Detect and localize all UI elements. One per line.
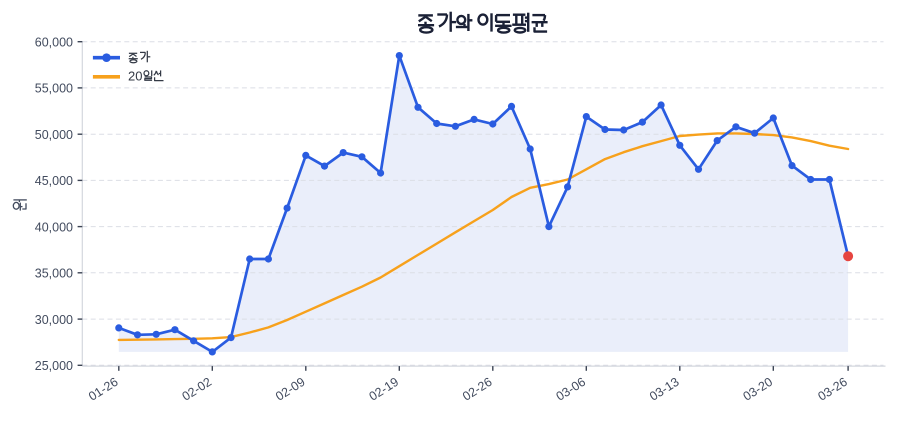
svg-text:25,000: 25,000 xyxy=(35,359,73,373)
svg-text:30,000: 30,000 xyxy=(35,313,73,327)
svg-text:60,000: 60,000 xyxy=(35,36,73,50)
svg-text:40,000: 40,000 xyxy=(35,220,73,234)
svg-text:20: 20 xyxy=(128,69,142,84)
svg-text:45,000: 45,000 xyxy=(35,174,73,188)
svg-text:35,000: 35,000 xyxy=(35,267,73,281)
svg-text:50,000: 50,000 xyxy=(35,128,73,142)
svg-text:55,000: 55,000 xyxy=(35,82,73,96)
